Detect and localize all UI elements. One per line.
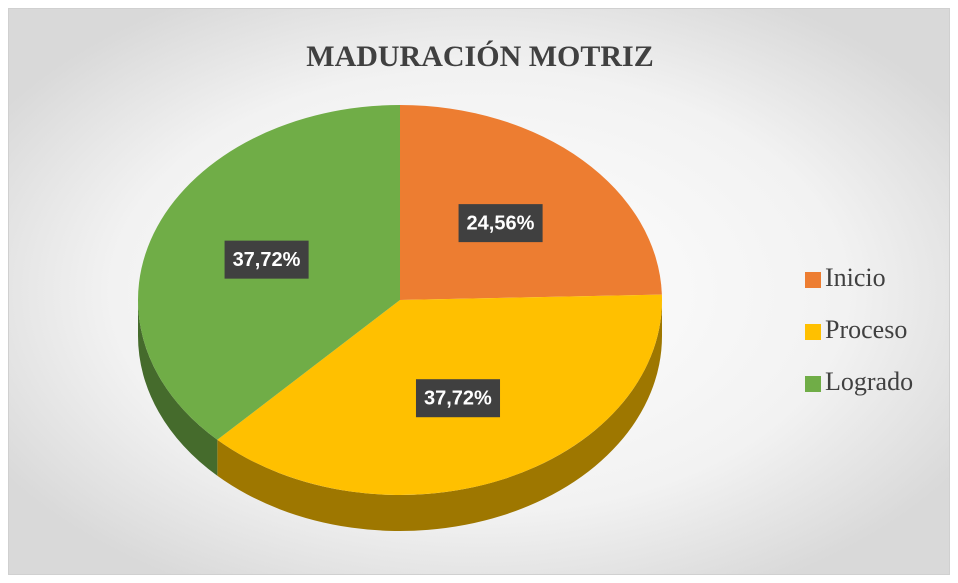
data-label-box <box>415 379 501 418</box>
pie-slice <box>400 105 662 300</box>
legend-swatch <box>805 376 821 392</box>
pie-side <box>217 300 662 532</box>
legend-swatch <box>805 272 821 288</box>
legend-label: Inicio <box>825 263 886 292</box>
legend-label: Logrado <box>825 367 913 396</box>
pie-side <box>138 300 218 476</box>
data-label: 37,72% <box>233 249 301 271</box>
data-label: 24,56% <box>467 212 535 234</box>
legend-label: Proceso <box>825 315 907 344</box>
data-label: 37,72% <box>424 387 492 409</box>
chart-title: MADURACIÓN MOTRIZ <box>306 40 654 73</box>
data-label-box <box>458 204 543 243</box>
data-label-box <box>224 240 309 279</box>
legend-swatch <box>805 324 821 340</box>
